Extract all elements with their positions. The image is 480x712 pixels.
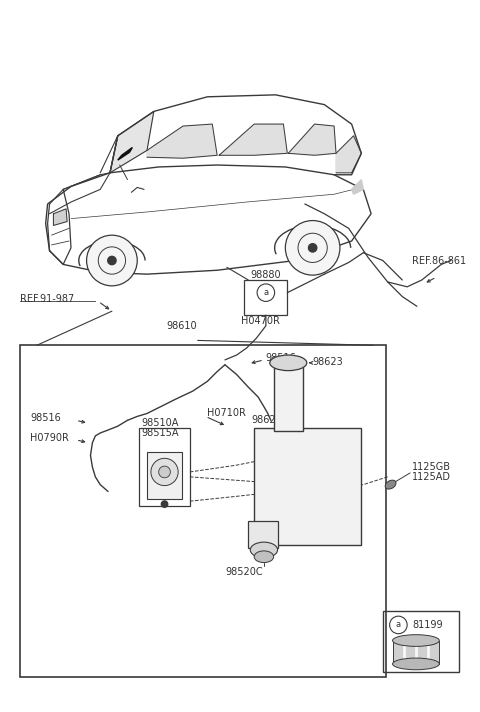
Text: 1125AD: 1125AD: [412, 472, 451, 482]
Bar: [244, 280, 288, 315]
Ellipse shape: [393, 658, 439, 670]
Text: 1125GB: 1125GB: [412, 462, 451, 472]
Circle shape: [86, 235, 137, 286]
Bar: [254, 428, 361, 545]
Text: a: a: [396, 620, 401, 629]
Polygon shape: [110, 111, 154, 173]
Text: 98515A: 98515A: [141, 428, 179, 438]
Circle shape: [161, 501, 168, 508]
Circle shape: [107, 256, 117, 266]
Polygon shape: [288, 124, 336, 155]
Text: a: a: [264, 288, 268, 297]
Polygon shape: [352, 179, 363, 194]
Ellipse shape: [254, 551, 274, 562]
Polygon shape: [53, 209, 67, 226]
Text: 98610: 98610: [167, 321, 197, 331]
Ellipse shape: [270, 355, 307, 371]
Bar: [248, 520, 277, 548]
Text: 98516: 98516: [30, 414, 61, 424]
Ellipse shape: [250, 542, 277, 557]
Text: 98623: 98623: [312, 357, 343, 367]
Text: H0790R: H0790R: [30, 433, 69, 443]
Bar: [383, 612, 459, 671]
Circle shape: [151, 459, 178, 486]
Ellipse shape: [393, 634, 439, 646]
Text: REF.86-861: REF.86-861: [412, 256, 466, 266]
Polygon shape: [147, 124, 217, 158]
Bar: [20, 345, 386, 676]
Bar: [393, 641, 439, 664]
Bar: [147, 452, 182, 499]
Text: 98516: 98516: [266, 353, 297, 363]
Circle shape: [285, 221, 340, 275]
Circle shape: [159, 466, 170, 478]
Bar: [274, 365, 303, 431]
Ellipse shape: [385, 480, 396, 489]
Text: REF.91-987: REF.91-987: [20, 295, 74, 305]
Text: 98880: 98880: [251, 270, 281, 280]
Text: H0710R: H0710R: [207, 409, 246, 419]
Text: 98520C: 98520C: [226, 567, 263, 577]
Text: H0470R: H0470R: [240, 316, 279, 326]
Circle shape: [308, 243, 317, 253]
Text: 98510A: 98510A: [141, 418, 179, 428]
Text: 81199: 81199: [412, 620, 443, 630]
Polygon shape: [336, 136, 361, 173]
Text: 98620: 98620: [251, 415, 282, 425]
Polygon shape: [219, 124, 288, 155]
Polygon shape: [118, 147, 132, 160]
Bar: [139, 428, 190, 506]
